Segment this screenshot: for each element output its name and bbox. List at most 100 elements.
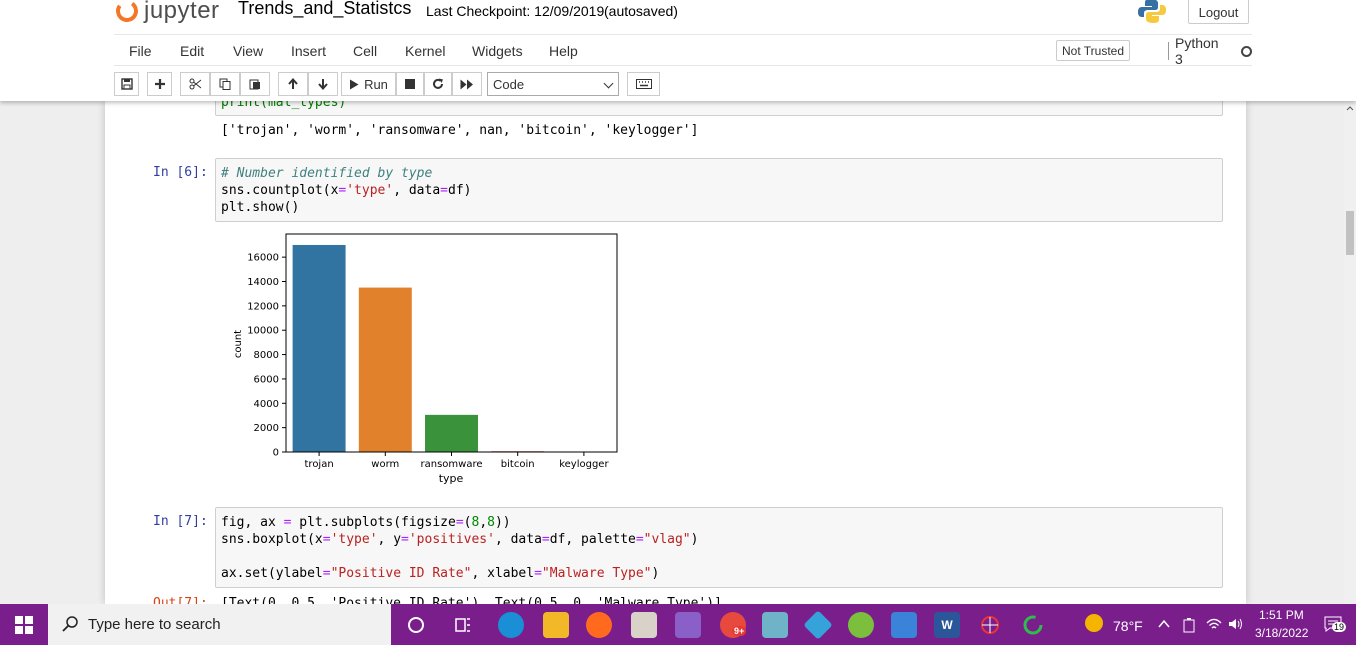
cell6-prompt: In [6]:	[153, 165, 208, 180]
bar-worm	[358, 287, 412, 452]
paste-button[interactable]	[240, 72, 270, 96]
plus-icon	[154, 79, 165, 89]
menu-edit[interactable]: Edit	[180, 43, 205, 59]
file-explorer-icon[interactable]	[543, 612, 569, 638]
bar-ransomware	[425, 414, 478, 452]
visual-studio-icon[interactable]	[675, 612, 701, 638]
jupyter-logo-icon	[114, 0, 140, 24]
y-tick-label-2000: 2000	[254, 423, 279, 434]
restart-run-all-button[interactable]	[452, 72, 482, 96]
scissors-icon	[189, 78, 201, 90]
photos-icon[interactable]	[631, 612, 657, 638]
stop-icon	[405, 79, 415, 89]
x-tick-label-ransomware: ransomware	[421, 459, 483, 470]
menu-cell[interactable]: Cell	[353, 43, 378, 59]
clock-time[interactable]: 1:51 PM	[1259, 608, 1304, 622]
prev-cell-code: print(mal_types)	[221, 101, 347, 110]
python-logo-icon	[1138, 0, 1166, 23]
battery-icon[interactable]	[1182, 617, 1196, 633]
cortana-icon[interactable]	[403, 612, 429, 638]
x-tick-label-worm: worm	[371, 459, 399, 470]
menu-help[interactable]: Help	[549, 43, 578, 59]
prev-cell-input[interactable]: print(mal_types)	[215, 101, 1223, 116]
paste-icon	[249, 79, 260, 90]
y-tick-label-8000: 8000	[254, 350, 279, 361]
y-tick-label-16000: 16000	[247, 253, 279, 264]
command-palette-button[interactable]	[627, 72, 660, 96]
search-icon	[62, 616, 78, 632]
cell-type-select[interactable]: Code	[487, 72, 619, 96]
copy-button[interactable]	[210, 72, 240, 96]
volume-icon[interactable]	[1228, 617, 1244, 631]
jupyter-logo-text: jupyter	[144, 0, 220, 24]
green-app-icon[interactable]	[848, 612, 874, 638]
tray-chevron-up-icon[interactable]	[1158, 619, 1170, 629]
clock-date[interactable]: 3/18/2022	[1255, 626, 1309, 640]
outlook-icon[interactable]	[891, 612, 917, 638]
cell7-input[interactable]: fig, ax = plt.subplots(figsize=(8,8)) sn…	[215, 507, 1223, 588]
cell7-output: [Text(0, 0.5, 'Positive ID Rate'), Text(…	[221, 596, 722, 604]
start-button[interactable]	[0, 604, 48, 645]
edge-icon[interactable]	[498, 612, 524, 638]
move-up-button[interactable]	[278, 72, 308, 96]
keyboard-icon	[635, 79, 652, 89]
spider-app-icon[interactable]	[977, 612, 1003, 638]
refresh-app-icon[interactable]	[1020, 612, 1046, 638]
kernel-idle-icon	[1241, 45, 1252, 57]
y-tick-label-6000: 6000	[254, 374, 279, 385]
y-axis-label: count	[233, 330, 244, 358]
menu-kernel[interactable]: Kernel	[405, 43, 446, 59]
notebook-name[interactable]: Trends_and_Statistcs	[238, 0, 412, 18]
search-placeholder: Type here to search	[88, 616, 221, 633]
notification-center-icon[interactable]: 19	[1324, 616, 1347, 632]
notebook-header: jupyter Trends_and_Statistcs Last Checkp…	[0, 0, 1356, 101]
arrow-up-icon	[288, 78, 298, 89]
weather-sun-icon[interactable]	[1085, 614, 1103, 632]
run-label: Run	[364, 76, 388, 92]
trust-status-button[interactable]: Not Trusted	[1056, 40, 1131, 61]
notification-badge: 9+	[732, 626, 747, 636]
x-tick-label-trojan: trojan	[305, 459, 334, 470]
save-button[interactable]	[114, 72, 139, 96]
move-down-button[interactable]	[308, 72, 338, 96]
weather-temp[interactable]: 78°F	[1113, 618, 1143, 634]
task-view-icon[interactable]	[450, 612, 476, 638]
copy-icon	[219, 78, 231, 90]
save-icon	[120, 78, 133, 90]
kernel-name: Python 3	[1175, 35, 1219, 67]
wifi-icon[interactable]	[1206, 617, 1222, 631]
x-tick-label-bitcoin: bitcoin	[501, 459, 535, 470]
chrome-app-icon[interactable]: 9+	[720, 612, 747, 638]
menu-file[interactable]: File	[129, 43, 152, 59]
arrow-down-icon	[318, 79, 328, 90]
windows-taskbar: Type here to search 9+ W 78°F 1:51 PM 3/…	[0, 604, 1356, 645]
firefox-icon[interactable]	[586, 612, 612, 638]
menu-widgets[interactable]: Widgets	[472, 43, 523, 59]
prev-cell-output: ['trojan', 'worm', 'ransomware', nan, 'b…	[221, 123, 699, 138]
menu-view[interactable]: View	[233, 43, 264, 59]
word-icon[interactable]: W	[934, 612, 960, 638]
cell7-out-prompt: Out[7]:	[153, 596, 208, 604]
chevron-down-icon	[603, 78, 614, 89]
restart-button[interactable]	[424, 72, 452, 96]
scroll-up-icon[interactable]	[1344, 103, 1356, 113]
menu-insert[interactable]: Insert	[291, 43, 327, 59]
logout-button[interactable]: Logout	[1188, 0, 1249, 24]
countplot-chart: 0 2000 4000 6000 8000 10000 12000 14000 16000 tr…	[233, 233, 618, 485]
cut-button[interactable]	[180, 72, 210, 96]
taskbar-search-input[interactable]: Type here to search	[48, 604, 391, 645]
vertical-scrollbar[interactable]	[1344, 101, 1356, 604]
app-icon-tool[interactable]	[762, 612, 788, 638]
jupyter-logo[interactable]: jupyter	[114, 0, 220, 26]
insert-cell-button[interactable]	[147, 72, 172, 96]
scrollbar-thumb[interactable]	[1346, 211, 1354, 255]
cell7-prompt: In [7]:	[153, 514, 208, 529]
cell7-code: fig, ax = plt.subplots(figsize=(8,8)) sn…	[221, 515, 699, 581]
cell6-input[interactable]: # Number identified by type sns.countplo…	[215, 158, 1223, 222]
play-icon	[350, 79, 359, 89]
run-button[interactable]: Run	[341, 72, 396, 96]
git-app-icon[interactable]	[803, 610, 833, 640]
y-tick-label-4000: 4000	[254, 399, 279, 410]
cell6-code: # Number identified by type sns.countplo…	[221, 166, 472, 215]
interrupt-button[interactable]	[396, 72, 424, 96]
